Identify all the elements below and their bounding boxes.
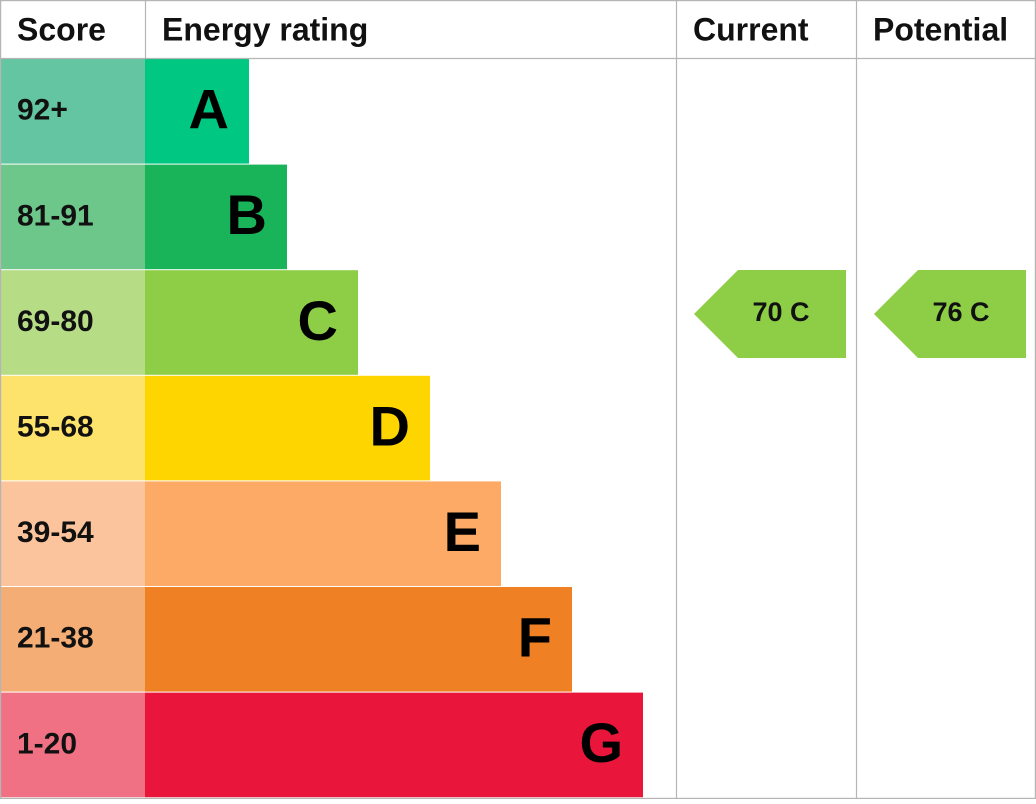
score-cell <box>0 587 145 692</box>
current-label: 70 C <box>752 297 809 327</box>
score-range: 55-68 <box>17 411 94 444</box>
score-range: 39-54 <box>17 516 94 549</box>
rating-letter: A <box>189 78 229 141</box>
score-cell <box>0 375 145 481</box>
score-range: 92+ <box>17 94 68 127</box>
current-header: Current <box>693 11 809 47</box>
rating-bar <box>145 375 430 481</box>
rating-letter: D <box>370 394 410 457</box>
potential-header: Potential <box>873 11 1008 47</box>
rating-bar <box>145 59 249 164</box>
rating-bar <box>145 164 287 270</box>
potential-arrow <box>874 270 1026 358</box>
rating-bar <box>145 270 358 375</box>
rating-letter: G <box>579 711 623 774</box>
score-cell <box>0 481 145 586</box>
score-cell <box>0 164 145 270</box>
score-range: 1-20 <box>17 727 77 760</box>
current-arrow <box>694 270 846 358</box>
score-cell <box>0 59 145 164</box>
rating-bar <box>145 692 643 798</box>
rating-letter: E <box>444 500 481 563</box>
potential-label: 76 C <box>932 297 989 327</box>
rating-bar <box>145 587 572 692</box>
rating-header: Energy rating <box>162 11 368 47</box>
rating-letter: C <box>298 289 338 352</box>
score-cell <box>0 692 145 798</box>
score-range: 81-91 <box>17 199 94 232</box>
score-cell <box>0 270 145 375</box>
score-range: 21-38 <box>17 622 94 655</box>
rating-bar <box>145 481 501 586</box>
rating-letter: F <box>518 606 552 669</box>
score-range: 69-80 <box>17 305 94 338</box>
rating-letter: B <box>227 183 267 246</box>
score-header: Score <box>17 11 106 47</box>
